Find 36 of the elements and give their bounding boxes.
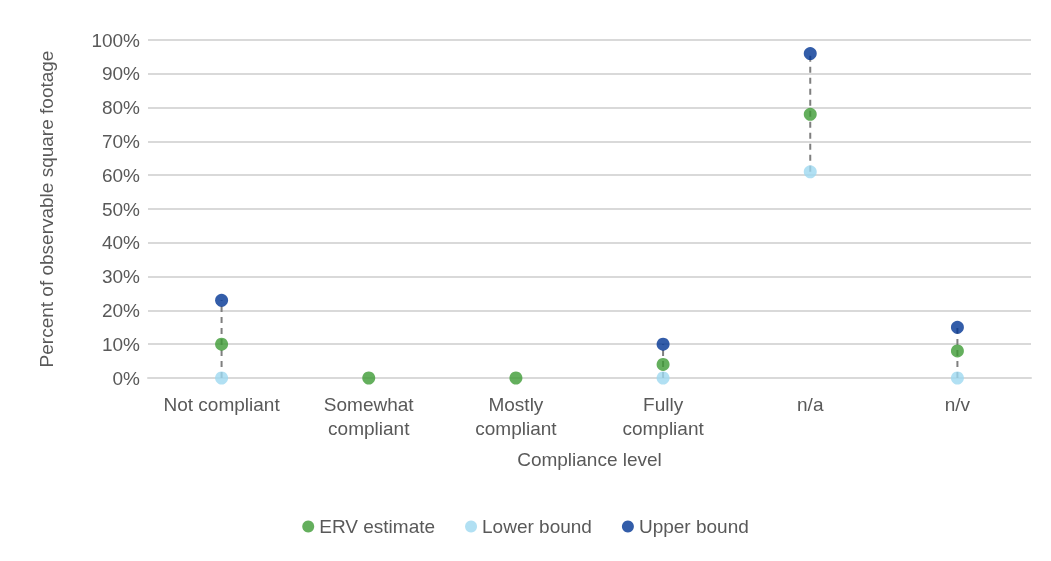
y-tick-label: 0% (112, 367, 141, 389)
y-tick-label: 60% (101, 164, 141, 186)
point (950, 320, 964, 334)
y-tick-label: 20% (101, 299, 141, 321)
point (803, 165, 817, 179)
point (656, 357, 670, 371)
x-tick-label: n/a (797, 393, 824, 415)
point (656, 371, 670, 385)
y-tick-label: 40% (101, 232, 141, 254)
point (509, 371, 523, 385)
legend-label: Lower bound (482, 516, 592, 537)
point (362, 371, 376, 385)
y-axis-title: Percent of observable square footage (36, 50, 57, 368)
x-tick-label: Not compliant (163, 393, 281, 415)
legend-label: ERV estimate (319, 516, 436, 537)
x-tick-label: Mostly compliant (475, 393, 558, 439)
point (950, 371, 964, 385)
x-tick-label: Somewhat compliant (323, 393, 415, 439)
x-tick-label: n/v (944, 393, 971, 415)
y-tick-label: 10% (101, 333, 141, 355)
point (803, 107, 817, 121)
point (950, 344, 964, 358)
point (803, 47, 817, 61)
legend-label: Upper bound (638, 516, 749, 537)
point (215, 293, 229, 307)
point (656, 337, 670, 351)
y-tick-label: 70% (101, 130, 141, 152)
x-tick-label: Fully compliant (622, 393, 705, 439)
y-tick-label: 50% (101, 198, 141, 220)
y-tick-label: 30% (101, 266, 141, 288)
y-tick-label: 90% (101, 63, 141, 85)
y-tick-label: 80% (101, 97, 141, 119)
x-axis-title: Compliance level (517, 449, 662, 470)
point (215, 371, 229, 385)
point (215, 337, 229, 351)
y-tick-label: 100% (91, 29, 141, 51)
